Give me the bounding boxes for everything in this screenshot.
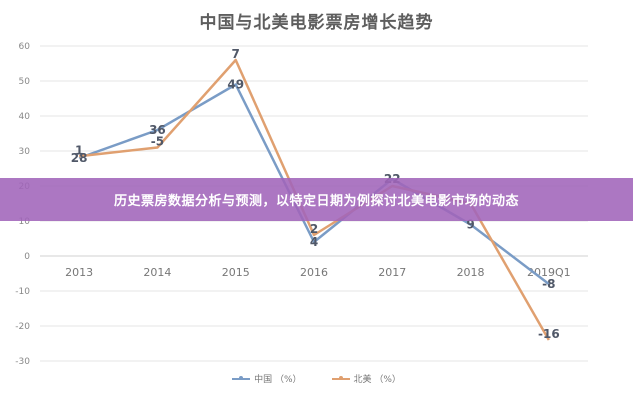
y-tick-label: 40 [19,112,31,122]
y-tick-label: 30 [19,147,31,157]
series-line-china [78,83,550,285]
overlay-banner: 历史票房数据分析与预测，以特定日期为例探讨北美电影市场的动态 [0,178,633,221]
banner-text: 历史票房数据分析与预测，以特定日期为例探讨北美电影市场的动态 [113,194,519,209]
y-tick-label: 10 [19,217,31,227]
legend-label: 北美 （%） [353,375,401,385]
legend-item-north-america: 北美 （%） [331,372,401,385]
legend-line-marker-icon [232,375,251,380]
y-tick-label: 0 [24,252,30,262]
data-label: 9 [466,218,474,232]
y-tick-label: 50 [19,77,31,87]
y-tick-label: -10 [15,287,30,297]
x-tick-label: 2013 [65,266,93,279]
y-tick-label: -20 [15,322,30,332]
y-tick-label: -30 [15,357,30,367]
chart-legend: 中国 （%） 北美 （%） [0,372,633,385]
legend-item-china: 中国 （%） [232,372,302,385]
data-label: 2 [310,222,318,236]
data-label: 49 [227,78,244,92]
data-label: 7 [232,47,240,61]
x-tick-label: 2014 [143,266,171,279]
data-label: -8 [542,277,555,291]
chart-title: 中国与北美电影票房增长趋势 [199,13,434,33]
data-label: 1 [75,143,83,157]
x-tick-label: 2016 [300,266,328,279]
data-label: 4 [310,235,318,249]
data-label: -5 [151,135,164,149]
data-label: 28 [71,151,88,165]
data-label: 36 [149,123,166,137]
x-tick-label: 2017 [378,266,406,279]
x-tick-label: 2015 [222,266,250,279]
legend-line-marker-icon [331,375,350,380]
x-tick-label: 2018 [457,266,485,279]
legend-label: 中国 （%） [254,375,302,385]
y-tick-label: 60 [19,42,31,52]
data-label: -16 [538,327,560,341]
